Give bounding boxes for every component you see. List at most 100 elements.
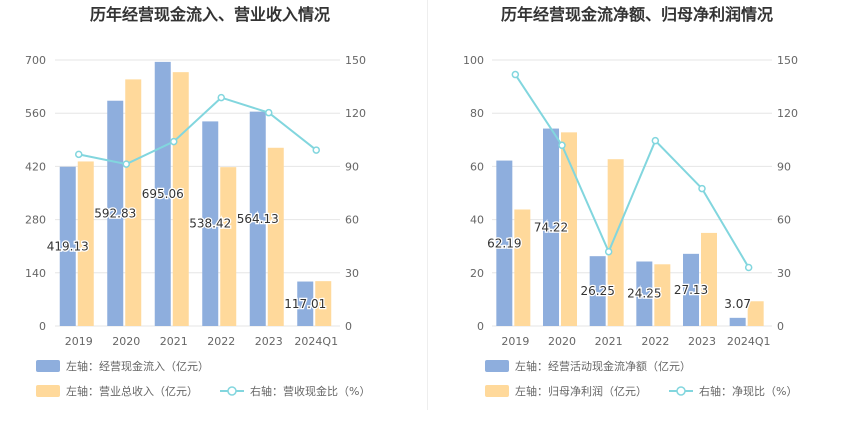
x-axis-tick-label: 2023 [688,335,716,348]
cash-inflow-revenue-chart: 历年经营现金流入、营业收入情况 0 140 280 420 560 700 0 30 60 90 12… [25,5,370,398]
bar-data-label: 3.07 [724,297,751,311]
bar-data-label: 74.22 [534,220,568,234]
right-axis-tick-label: 90 [345,160,359,173]
right-axis-tick-label: 90 [777,160,791,173]
legend-label: 左轴：经营活动现金流净额（亿元） [515,359,691,373]
bar-net-profit [747,301,764,326]
x-axis-tick-label: 2024Q1 [294,335,338,348]
line-point [312,146,320,154]
x-axis-tick-label: 2023 [255,335,283,348]
left-axis-tick-label: 560 [25,107,46,120]
bar-cash-inflow [249,111,266,326]
bar-data-label: 538.42 [189,217,231,231]
chart-title: 历年经营现金流净额、归母净利润情况 [501,5,773,24]
bar-net-cashflow [543,128,559,326]
bar-net-profit [561,132,577,326]
right-axis-tick-label: 120 [345,107,366,120]
bar-revenue [172,72,189,326]
legend-label: 左轴：归母净利润（亿元） [515,384,647,398]
x-axis-tick-label: 2022 [641,335,669,348]
left-axis-tick-label: 20 [470,267,484,280]
legend-label: 左轴：营业总收入（亿元） [66,384,198,398]
line-series-revenue-cash-ratio [78,96,317,166]
line-point [265,108,273,117]
x-axis-tick-label: 2022 [207,335,235,348]
bar-revenue [315,281,332,326]
x-axis-tick-label: 2020 [112,335,140,348]
legend-label: 右轴：营收现金比（%） [250,384,370,398]
x-axis-tick-label: 2019 [65,335,93,348]
x-axis-tick-label: 2019 [501,335,529,348]
bar-data-label: 564.13 [237,212,279,226]
bar-net-profit [607,159,624,326]
legend-swatch-bar [485,360,509,372]
bar-data-label: 26.25 [580,284,614,298]
left-axis-tick-label: 40 [470,214,484,227]
line-point [558,141,566,150]
bar-revenue [267,147,284,326]
left-axis-tick-label: 60 [470,160,484,173]
line-point [744,263,753,272]
bar-net-profit [654,264,671,326]
bar-cash-inflow [59,166,76,326]
bar-revenue [220,167,237,326]
legend-swatch-bar [36,385,60,397]
left-axis-tick-label: 140 [25,267,46,280]
bar-data-label: 419.13 [47,239,89,253]
left-axis-tick-label: 80 [470,107,484,120]
left-axis-tick-label: 0 [39,320,46,333]
line-point [217,93,225,102]
line-point [511,70,520,79]
net-cashflow-profit-chart: 历年经营现金流净额、归母净利润情况 0 20 40 60 80 100 0 30 60 90 120 1… [463,5,798,398]
line-series-net-cash-ratio [514,73,750,268]
left-axis-tick-label: 280 [25,214,46,227]
bar-revenue [77,161,94,326]
legend-swatch-marker [676,386,686,396]
bar-revenue [125,79,142,326]
bar-net-cashflow [729,317,746,326]
bar-data-label: 117.01 [284,297,326,311]
line-point [651,136,660,145]
bar-data-label: 24.25 [627,287,661,301]
right-axis-tick-label: 0 [777,320,784,333]
left-axis-tick-label: 0 [477,320,484,333]
right-axis-tick-label: 60 [777,214,791,227]
legend-swatch-marker [227,386,237,396]
right-axis-tick-label: 150 [777,54,798,67]
panel-divider [427,0,428,410]
bar-data-label: 27.13 [674,283,708,297]
bar-cash-inflow [202,121,219,327]
right-axis-tick-label: 30 [345,267,359,280]
right-axis-tick-label: 0 [345,320,352,333]
x-axis-tick-label: 2021 [160,335,188,348]
bar-data-label: 62.19 [487,236,521,250]
line-point [604,247,613,256]
line-point [122,160,130,168]
legend-swatch-bar [36,360,60,372]
bar-cash-inflow [107,100,124,326]
right-axis-tick-label: 60 [345,214,359,227]
bar-net-cashflow [496,160,513,326]
left-axis-tick-label: 700 [25,54,46,67]
line-point [75,150,83,159]
bar-net-cashflow [636,261,653,326]
bar-data-label: 695.06 [142,187,184,201]
bar-net-profit [514,209,531,326]
line-point [698,184,706,193]
chart-title: 历年经营现金流入、营业收入情况 [90,5,330,24]
legend-swatch-bar [485,385,509,397]
x-axis-tick-label: 2024Q1 [727,335,771,348]
line-point [170,137,178,146]
bar-net-profit [701,232,717,326]
left-axis-tick-label: 420 [25,160,46,173]
right-axis-tick-label: 120 [777,107,798,120]
x-axis-tick-label: 2020 [548,335,576,348]
x-axis-tick-label: 2021 [595,335,623,348]
right-axis-tick-label: 150 [345,54,366,67]
right-axis-tick-label: 30 [777,267,791,280]
left-axis-tick-label: 100 [463,54,484,67]
bar-net-cashflow [589,256,606,326]
legend-label: 左轴：经营现金流入（亿元） [66,359,209,373]
bar-cash-inflow [297,281,314,326]
bar-net-cashflow [683,253,699,326]
